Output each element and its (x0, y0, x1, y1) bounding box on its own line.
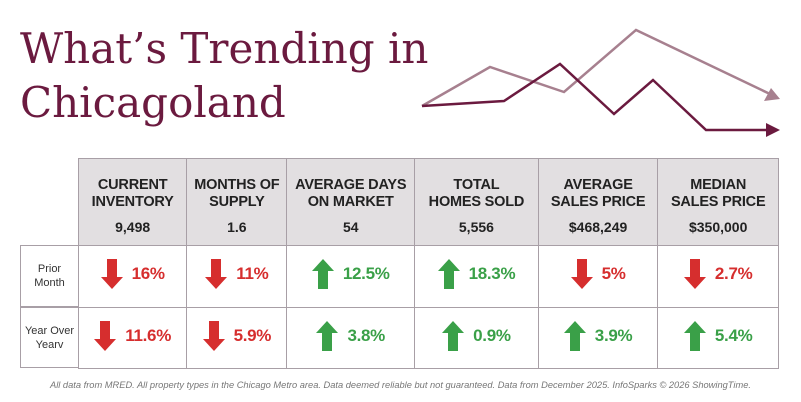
change-percent: 5% (601, 264, 626, 283)
arrow-down-icon (570, 259, 593, 289)
footer-note: All data from MRED. All property types i… (50, 380, 751, 390)
row-label-prior-month: Prior Month (20, 245, 78, 307)
change-cell: 12.5% (286, 245, 416, 308)
change-down: 2.7% (683, 259, 753, 289)
change-cell: 18.3% (414, 245, 539, 308)
change-cell: 3.8% (286, 307, 416, 369)
change-percent: 0.9% (473, 325, 511, 345)
title-line-1: What’s Trending in (20, 24, 429, 73)
col-header: MONTHS OF SUPPLY 1.6 (186, 158, 288, 246)
arrow-up-icon (683, 320, 706, 351)
change-percent: 5.9% (233, 325, 272, 345)
row-label-year-over-year: Year Over Yearv (20, 307, 78, 368)
change-cell: 11.6% (77, 307, 188, 369)
arrow-down-icon (100, 259, 123, 289)
change-up: 5.4% (683, 320, 753, 351)
change-cell: 3.9% (537, 307, 659, 369)
change-cell: 0.9% (414, 307, 539, 369)
page-title: What’s Trending in Chicagoland (20, 22, 428, 130)
change-up: 0.9% (442, 320, 511, 351)
trend-arrowhead-dark (766, 123, 780, 137)
arrow-up-icon (442, 320, 465, 351)
arrow-down-icon (202, 320, 225, 351)
change-up: 3.8% (316, 320, 386, 351)
col-header: MEDIAN SALES PRICE $350,000 (657, 158, 779, 246)
change-up: 3.9% (563, 320, 633, 351)
change-down: 11% (205, 259, 269, 289)
change-percent: 12.5% (342, 264, 390, 283)
change-up: 12.5% (311, 259, 390, 289)
change-percent: 16% (131, 264, 165, 283)
table-row: 16% 11% 12.5% 18.3% 5% 2.7% (77, 245, 779, 308)
table-row: 11.6% 5.9% 3.8% 0.9% 3.9% 5.4% (77, 307, 779, 369)
arrow-up-icon (316, 320, 339, 351)
change-cell: 5.4% (657, 307, 779, 369)
change-cell: 11% (186, 245, 288, 308)
change-cell: 2.7% (657, 245, 779, 308)
change-cell: 5% (537, 245, 659, 308)
trend-lines-icon (421, 28, 780, 137)
col-header: CURRENT INVENTORY 9,498 (77, 158, 188, 246)
arrow-down-icon (94, 320, 117, 351)
col-header: AVERAGE DAYS ON MARKET 54 (286, 158, 416, 246)
change-down: 16% (100, 259, 165, 289)
change-down: 5.9% (202, 320, 272, 351)
arrow-up-icon (563, 320, 586, 351)
col-header: AVERAGE SALES PRICE $468,249 (537, 158, 659, 246)
col-header: TOTAL HOMES SOLD 5,556 (414, 158, 539, 246)
change-percent: 5.4% (714, 325, 753, 345)
change-percent: 3.8% (347, 325, 386, 345)
change-cell: 5.9% (186, 307, 288, 369)
trend-line-dark (421, 62, 768, 132)
change-down: 11.6% (94, 320, 172, 351)
arrow-up-icon (437, 259, 460, 289)
trend-arrowhead-light (764, 88, 780, 101)
title-line-2: Chicagoland (20, 78, 286, 127)
change-percent: 11% (236, 264, 269, 283)
change-percent: 3.9% (594, 325, 633, 345)
change-percent: 11.6% (125, 325, 172, 345)
change-up: 18.3% (437, 259, 516, 289)
arrow-up-icon (311, 259, 334, 289)
change-percent: 18.3% (468, 264, 516, 283)
arrow-down-icon (683, 259, 706, 289)
stats-table: CURRENT INVENTORY 9,498 MONTHS OF SUPPLY 1.6… (77, 158, 779, 369)
change-cell: 16% (77, 245, 188, 308)
change-percent: 2.7% (714, 264, 753, 283)
trend-line-light (421, 28, 771, 108)
change-down: 5% (570, 259, 626, 289)
arrow-down-icon (205, 259, 228, 289)
